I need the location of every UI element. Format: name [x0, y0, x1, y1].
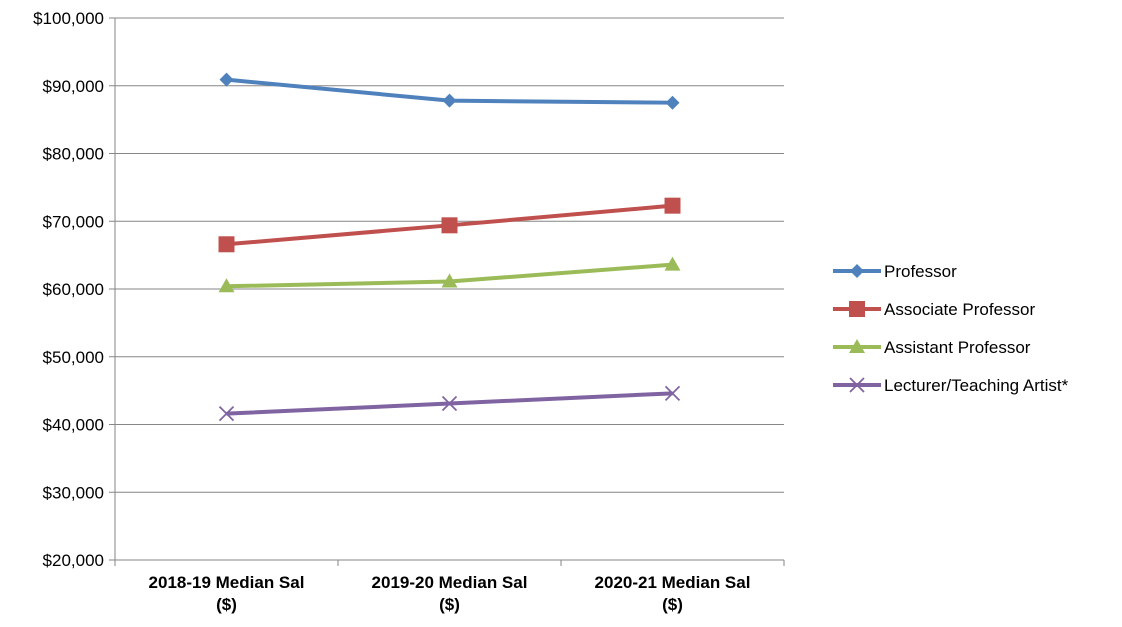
legend-label: Associate Professor — [884, 300, 1036, 319]
x-tick-label: 2018-19 Median Sal ($) — [149, 573, 305, 614]
data-point — [219, 236, 235, 252]
data-point — [666, 96, 680, 110]
y-tick-label: $50,000 — [43, 348, 104, 367]
legend-marker — [849, 301, 865, 317]
data-point — [443, 94, 457, 108]
x-tick-label: 2020-21 Median Sal ($) — [595, 573, 751, 614]
series-professor — [220, 73, 680, 110]
gridlines — [115, 18, 784, 492]
data-point — [442, 217, 458, 233]
y-tick-label: $60,000 — [43, 280, 104, 299]
series-lecturer-teaching-artist — [220, 386, 680, 420]
y-tick-label: $40,000 — [43, 416, 104, 435]
y-tick-label: $70,000 — [43, 212, 104, 231]
series-assistant-professor — [219, 257, 681, 293]
legend-label: Professor — [884, 262, 957, 281]
legend-item: Associate Professor — [833, 300, 1036, 319]
legend: Professor Associate Professor Assistant Pr… — [833, 262, 1069, 395]
legend-item: Assistant Professor — [833, 338, 1031, 357]
legend-label: Lecturer/Teaching Artist* — [884, 376, 1069, 395]
x-tick-label: 2019-20 Median Sal ($) — [372, 573, 528, 614]
x-axis-tick-labels: 2018-19 Median Sal ($) 2019-20 Median Sal(… — [149, 573, 751, 614]
y-tick-label: $20,000 — [43, 551, 104, 570]
data-point — [665, 198, 681, 214]
legend-item: Lecturer/Teaching Artist* — [833, 376, 1069, 395]
y-axis-tick-labels: $20,000 $30,000 $40,000 $50,000 $60,000 $70,0… — [33, 9, 104, 570]
legend-item: Professor — [833, 262, 957, 281]
legend-marker — [850, 264, 864, 278]
y-tick-label: $80,000 — [43, 145, 104, 164]
data-point — [220, 73, 234, 87]
series-associate-professor — [219, 198, 681, 253]
legend-label: Assistant Professor — [884, 338, 1031, 357]
y-tick-label: $100,000 — [33, 9, 104, 28]
y-tick-label: $90,000 — [43, 77, 104, 96]
y-tick-label: $30,000 — [43, 483, 104, 502]
data-series — [219, 73, 681, 421]
